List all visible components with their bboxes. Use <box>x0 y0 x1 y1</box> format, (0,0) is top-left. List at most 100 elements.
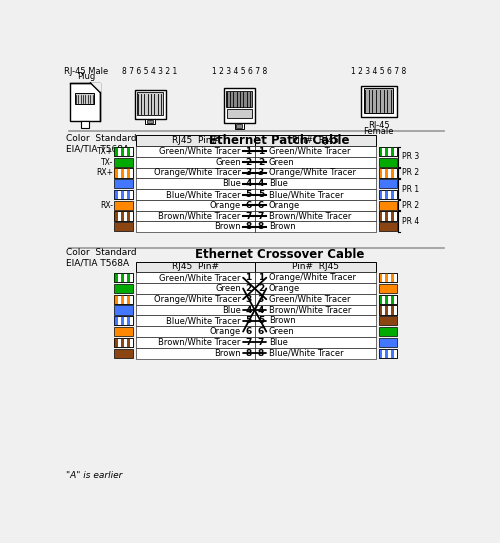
Bar <box>114 211 133 220</box>
Text: 1: 1 <box>258 273 264 282</box>
Bar <box>114 179 133 188</box>
Text: Color  Standard
EIA/TIA T568A: Color Standard EIA/TIA T568A <box>66 134 137 153</box>
Bar <box>127 190 130 199</box>
Bar <box>114 295 133 304</box>
Bar <box>378 190 398 199</box>
Text: Orange/White Tracer: Orange/White Tracer <box>268 273 356 282</box>
Bar <box>254 326 376 337</box>
Text: TX-: TX- <box>100 157 113 167</box>
Text: 7: 7 <box>258 338 264 347</box>
Text: RJ45  Pin#: RJ45 Pin# <box>172 262 219 272</box>
Bar <box>391 147 394 156</box>
Bar <box>391 190 394 199</box>
Bar <box>385 295 388 304</box>
Text: Blue/White Tracer: Blue/White Tracer <box>268 190 344 199</box>
Text: Orange: Orange <box>268 284 300 293</box>
Bar <box>114 316 133 325</box>
Bar <box>137 92 163 115</box>
Text: Blue: Blue <box>222 306 241 314</box>
Bar <box>378 157 398 167</box>
Bar <box>385 168 388 178</box>
Bar <box>378 147 398 156</box>
Bar <box>378 168 398 178</box>
Text: PR 3: PR 3 <box>402 152 419 161</box>
Bar <box>254 262 376 272</box>
Bar <box>378 147 398 156</box>
Text: Pin#  RJ45: Pin# RJ45 <box>292 262 339 272</box>
Text: 5: 5 <box>246 317 252 325</box>
Text: 8: 8 <box>258 223 264 231</box>
Bar <box>378 273 398 282</box>
Bar <box>136 178 254 189</box>
Text: Brown: Brown <box>214 349 241 358</box>
Bar <box>127 316 130 325</box>
Text: 2: 2 <box>246 157 252 167</box>
Text: 8: 8 <box>246 349 252 358</box>
Text: Orange: Orange <box>210 327 241 336</box>
Text: RX-: RX- <box>100 201 113 210</box>
Text: Blue: Blue <box>268 338 287 347</box>
Bar <box>114 157 133 167</box>
Text: Ethernet Crossover Cable: Ethernet Crossover Cable <box>195 248 364 261</box>
Text: 5: 5 <box>258 190 264 199</box>
Bar <box>385 349 388 358</box>
Bar <box>134 90 166 119</box>
Bar <box>74 93 94 104</box>
Bar <box>136 283 254 294</box>
Bar <box>254 157 376 168</box>
Bar <box>114 147 133 156</box>
Bar <box>254 135 376 146</box>
Bar <box>385 273 388 282</box>
Bar <box>227 109 252 118</box>
Bar <box>136 146 254 157</box>
Text: 8: 8 <box>246 223 252 231</box>
Bar <box>254 294 376 305</box>
Bar <box>136 200 254 211</box>
Text: Green/White Tracer: Green/White Tracer <box>159 273 241 282</box>
Text: Orange/White Tracer: Orange/White Tracer <box>154 295 241 304</box>
Text: Orange: Orange <box>268 201 300 210</box>
Text: 5: 5 <box>246 190 252 199</box>
Text: 1 2 3 4 5 6 7 8: 1 2 3 4 5 6 7 8 <box>212 67 267 75</box>
Bar <box>378 349 398 358</box>
Bar <box>136 135 254 146</box>
Bar <box>120 273 124 282</box>
Bar <box>114 168 133 178</box>
Text: 7: 7 <box>258 212 264 220</box>
Text: Brown/White Tracer: Brown/White Tracer <box>268 212 351 220</box>
Bar <box>254 348 376 358</box>
Bar <box>127 295 130 304</box>
Bar <box>391 211 394 220</box>
Text: Brown: Brown <box>214 223 241 231</box>
Bar <box>114 316 117 325</box>
Text: Blue/White Tracer: Blue/White Tracer <box>166 190 241 199</box>
Bar <box>378 211 398 220</box>
Bar <box>378 190 382 199</box>
Bar <box>120 338 124 347</box>
Bar <box>378 295 398 304</box>
Text: Blue: Blue <box>268 179 287 188</box>
Bar <box>391 349 394 358</box>
Text: Brown/White Tracer: Brown/White Tracer <box>268 306 351 314</box>
Bar <box>136 262 254 272</box>
Text: 2: 2 <box>246 284 252 293</box>
Bar <box>120 147 124 156</box>
Bar <box>127 273 130 282</box>
Text: 1 2 3 4 5 6 7 8: 1 2 3 4 5 6 7 8 <box>351 67 406 75</box>
Bar <box>136 211 254 222</box>
Bar <box>378 211 382 220</box>
Bar <box>120 168 124 178</box>
Bar <box>378 222 398 231</box>
Bar <box>114 211 133 220</box>
Bar <box>254 272 376 283</box>
Bar <box>120 295 124 304</box>
Bar <box>114 273 133 282</box>
Bar <box>147 120 153 123</box>
Bar <box>127 168 130 178</box>
Bar <box>70 83 100 122</box>
Bar <box>114 316 133 325</box>
Text: Pin#  RJ45: Pin# RJ45 <box>292 136 339 145</box>
Bar <box>364 89 394 113</box>
Bar <box>378 211 398 220</box>
Bar <box>114 327 133 336</box>
